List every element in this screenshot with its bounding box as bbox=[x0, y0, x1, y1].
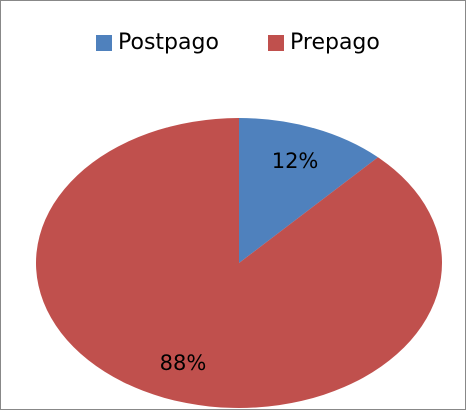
legend-swatch bbox=[96, 35, 112, 51]
value-label: 12% bbox=[272, 149, 319, 173]
legend-swatch bbox=[268, 35, 284, 51]
pie-slice bbox=[36, 118, 443, 408]
pie-slice bbox=[239, 118, 378, 263]
value-label: 88% bbox=[160, 351, 207, 375]
legend-label: Postpago bbox=[118, 30, 219, 55]
legend-label: Prepago bbox=[290, 30, 380, 55]
